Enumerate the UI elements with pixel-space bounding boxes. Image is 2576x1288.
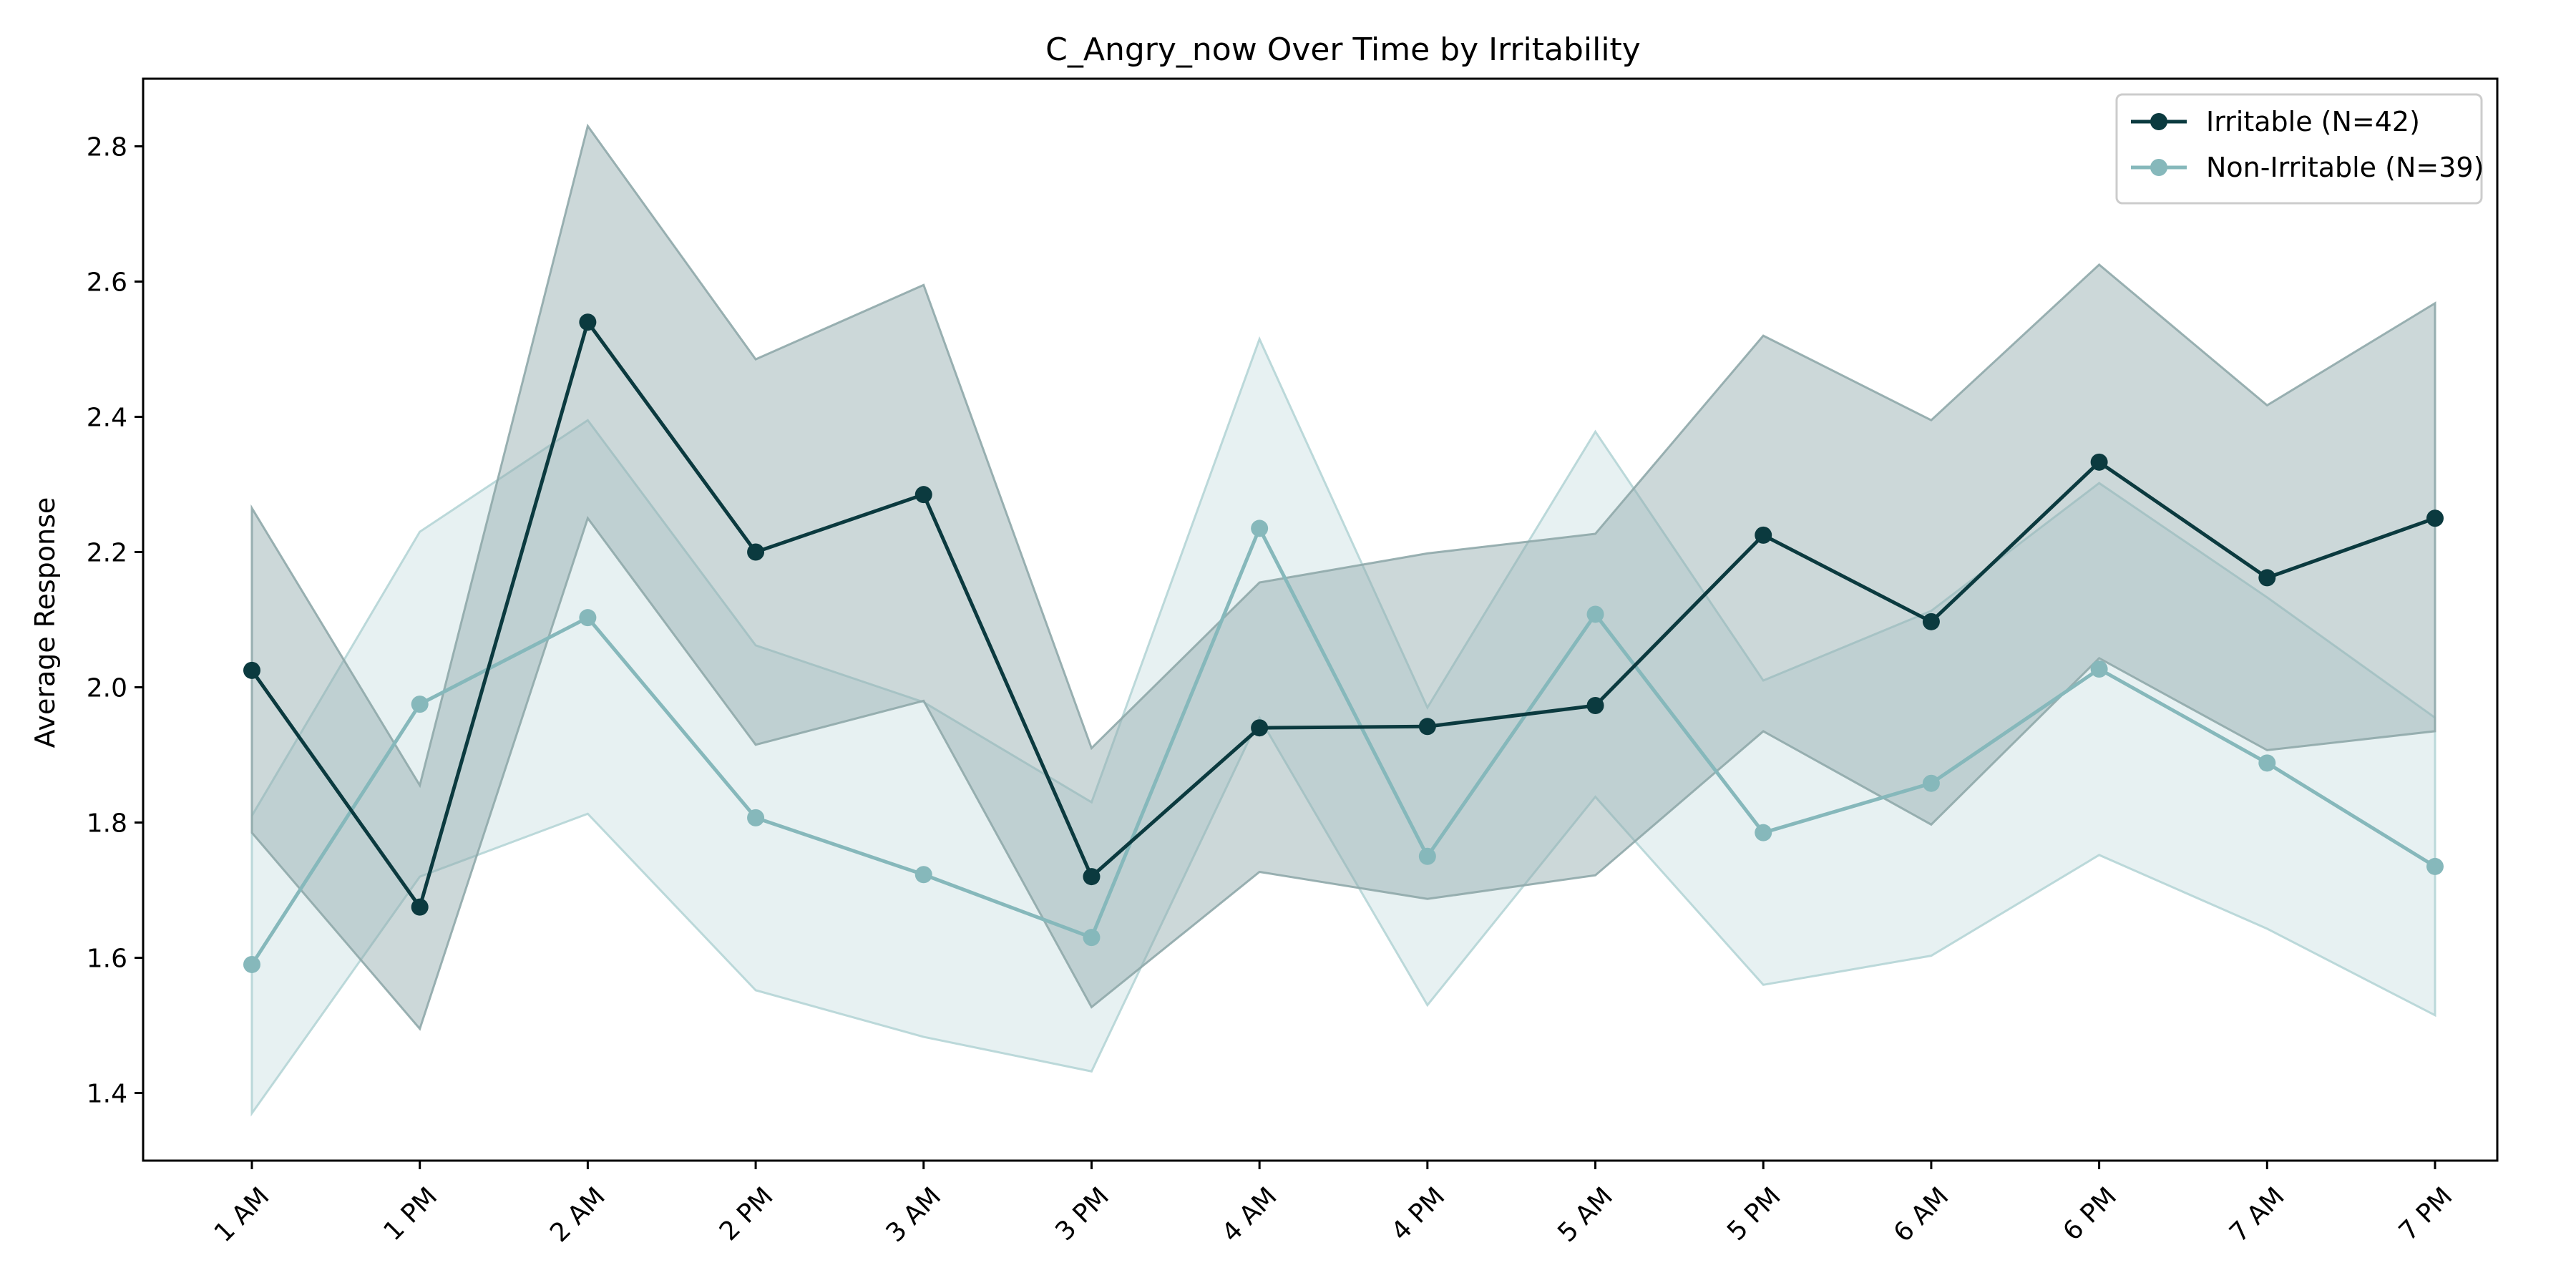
legend-label-series-2: Non-Irritable (N=39) xyxy=(2206,152,2484,183)
data-point-series-2-2-am xyxy=(579,609,597,627)
x-tick-label: 3 AM xyxy=(881,1181,947,1248)
series-lines xyxy=(250,320,2436,966)
x-tick-label: 5 AM xyxy=(1552,1181,1619,1248)
y-tick-label: 1.6 xyxy=(87,945,127,974)
data-point-series-2-1-pm xyxy=(411,696,429,713)
y-tick-label: 2.2 xyxy=(87,539,127,568)
data-point-series-2-5-am xyxy=(1586,605,1604,623)
legend-label-series-1: Irritable (N=42) xyxy=(2206,106,2420,137)
data-point-series-2-4-pm xyxy=(1418,847,1436,865)
confidence-bands xyxy=(250,123,2436,1117)
data-point-series-1-7-pm xyxy=(2426,509,2444,527)
data-point-series-2-7-am xyxy=(2258,754,2276,772)
data-point-series-1-6-pm xyxy=(2090,453,2108,471)
data-point-series-1-6-am xyxy=(1922,613,1940,630)
y-tick-label: 1.4 xyxy=(87,1080,127,1109)
legend-marker-series-1 xyxy=(2150,113,2167,130)
chart-title: C_Angry_now Over Time by Irritability xyxy=(1045,31,1641,68)
data-point-series-1-1-pm xyxy=(411,898,429,916)
plot-area-frame xyxy=(142,77,2499,1162)
series-points xyxy=(243,313,2444,973)
data-point-series-1-5-am xyxy=(1586,697,1604,715)
x-tick-label: 6 PM xyxy=(2057,1181,2122,1246)
data-point-series-1-5-pm xyxy=(1755,526,1772,544)
x-tick-label: 6 AM xyxy=(1888,1181,1955,1248)
x-tick-label: 7 AM xyxy=(2224,1181,2290,1248)
data-point-series-1-1-am xyxy=(243,661,260,679)
data-point-series-1-4-am xyxy=(1251,719,1269,737)
y-tick-label: 2.4 xyxy=(87,404,127,433)
x-tick-label: 5 PM xyxy=(1722,1181,1787,1246)
data-point-series-2-4-am xyxy=(1251,519,1269,537)
x-tick-label: 3 PM xyxy=(1050,1181,1115,1246)
data-point-series-2-5-pm xyxy=(1755,824,1772,841)
x-tick-label: 1 AM xyxy=(209,1181,275,1248)
data-point-series-1-2-am xyxy=(579,313,597,331)
y-tick-label: 2.8 xyxy=(87,133,127,162)
y-axis-label: Average Response xyxy=(29,497,61,748)
y-tick-label: 2.0 xyxy=(87,674,127,703)
x-tick-label: 7 PM xyxy=(2394,1181,2459,1246)
x-tick-label: 4 PM xyxy=(1386,1181,1451,1246)
y-tick-label: 1.8 xyxy=(87,809,127,839)
data-point-series-2-3-am xyxy=(914,866,932,884)
data-point-series-2-2-pm xyxy=(747,809,765,826)
data-point-series-1-4-pm xyxy=(1418,718,1436,736)
x-tick-label: 2 PM xyxy=(714,1181,779,1246)
data-point-series-1-3-am xyxy=(914,486,932,504)
data-point-series-1-3-pm xyxy=(1083,868,1101,886)
series-line-2 xyxy=(250,526,2436,966)
x-tick-label: 1 PM xyxy=(379,1181,444,1246)
data-point-series-2-1-am xyxy=(243,955,260,973)
data-point-series-2-3-pm xyxy=(1083,929,1101,947)
data-point-series-2-6-am xyxy=(1922,774,1940,792)
data-point-series-1-2-pm xyxy=(747,543,765,561)
data-point-series-2-6-pm xyxy=(2090,660,2108,678)
legend-marker-series-2 xyxy=(2150,159,2167,176)
data-point-series-2-7-pm xyxy=(2426,857,2444,875)
series-line-1 xyxy=(250,320,2436,909)
x-tick-label: 2 AM xyxy=(545,1181,611,1248)
confidence-band-series-1 xyxy=(250,123,2436,1031)
legend-box xyxy=(2115,93,2483,205)
legend: Irritable (N=42) Non-Irritable (N=39) xyxy=(2115,93,2484,205)
x-tick-label: 4 AM xyxy=(1216,1181,1283,1248)
data-point-series-1-7-am xyxy=(2258,569,2276,587)
y-tick-label: 2.6 xyxy=(87,268,127,298)
